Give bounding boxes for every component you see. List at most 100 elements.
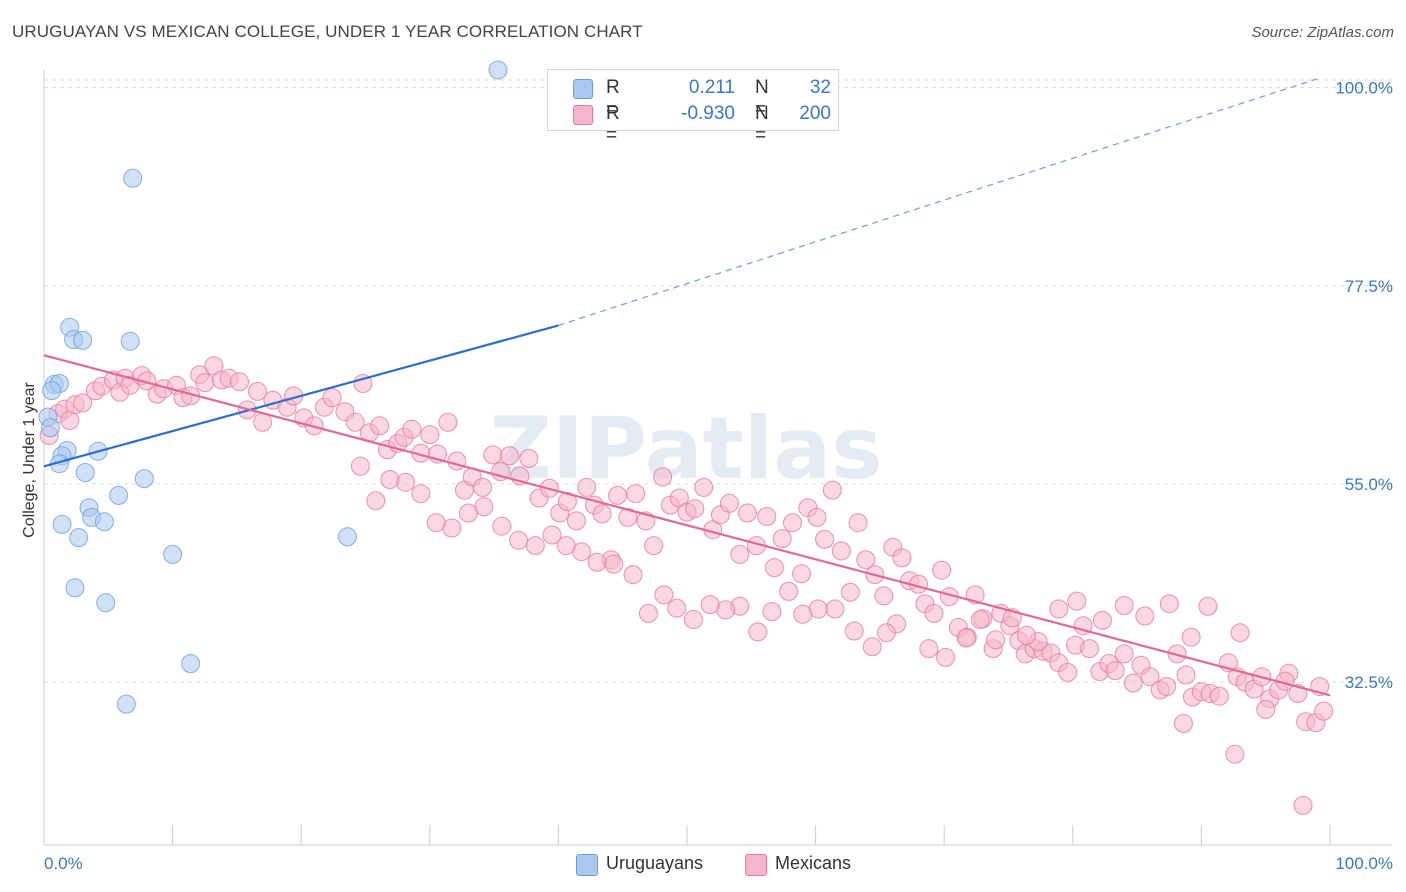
mexican-point <box>772 529 792 548</box>
mexican-point <box>936 647 955 667</box>
mexican-point <box>815 529 835 549</box>
mexican-point <box>618 507 638 527</box>
mexican-point <box>924 603 944 623</box>
mexican-point <box>793 604 813 624</box>
x-tick-label: 0.0% <box>44 854 83 873</box>
mexican-point <box>644 536 664 556</box>
y-tick-label: 32.5% <box>1345 673 1393 692</box>
r-label: R = <box>606 103 620 146</box>
uruguayans-trend-extension <box>558 78 1318 326</box>
mexican-point <box>525 536 545 556</box>
mexican-point <box>458 503 478 523</box>
uruguayan-point <box>181 654 201 674</box>
mexicans-swatch <box>573 105 593 125</box>
mexican-point <box>608 485 628 505</box>
uruguayan-point <box>120 331 140 351</box>
uruguayan-point <box>96 593 116 613</box>
mexican-point <box>1293 795 1313 815</box>
mexican-point <box>556 536 576 556</box>
mexican-point <box>592 504 612 524</box>
mexican-point <box>970 610 990 629</box>
mexican-point <box>322 388 342 408</box>
mexican-point <box>822 480 842 500</box>
n-value: 32 <box>809 77 831 98</box>
trend-lines <box>43 78 1331 697</box>
mexican-point <box>566 511 586 531</box>
uruguayan-point <box>134 469 154 489</box>
tick-labels: 32.5% 55.0% 77.5% 100.0% 0.0% 100.0% <box>44 79 1393 873</box>
mexican-point <box>1256 699 1276 719</box>
r-value: 0.211 <box>688 77 735 98</box>
uruguayans-points <box>38 60 508 714</box>
mexican-point <box>848 513 868 533</box>
mexican-point <box>370 416 390 436</box>
uruguayan-point <box>65 578 85 598</box>
mexican-point <box>492 516 512 536</box>
n-value: 200 <box>799 103 831 124</box>
axes <box>43 70 1392 846</box>
mexican-point <box>1123 673 1143 693</box>
mexican-point <box>667 598 687 618</box>
uruguayan-point <box>338 527 357 547</box>
mexican-point <box>638 603 658 623</box>
mexican-point <box>473 477 492 497</box>
mexican-point <box>757 507 777 526</box>
mexican-point <box>730 544 750 564</box>
uruguayan-point <box>488 60 508 80</box>
mexican-point <box>509 530 528 550</box>
mexican-point <box>748 622 768 642</box>
mexican-point <box>447 451 467 471</box>
mexican-point <box>737 503 757 523</box>
mexican-point <box>762 602 782 622</box>
mexican-point <box>420 425 440 445</box>
mexican-point <box>519 448 539 468</box>
mexican-point <box>1140 667 1160 687</box>
n-label: N = <box>755 103 769 146</box>
uruguayans-trend-line <box>43 324 559 468</box>
mexican-point <box>587 552 607 572</box>
uruguayan-point <box>40 418 60 438</box>
mexican-point <box>807 507 827 527</box>
mexican-point <box>876 623 896 643</box>
mexican-point <box>719 493 739 513</box>
uruguayan-point <box>73 330 93 350</box>
uruguayan-point <box>94 512 114 532</box>
r-value: -0.930 <box>681 103 735 124</box>
uruguayan-point <box>116 694 136 714</box>
mexican-point <box>1114 644 1134 664</box>
mexican-point <box>685 499 705 519</box>
mexican-point <box>956 628 976 648</box>
mexican-point <box>932 560 952 580</box>
chart-title: URUGUAYAN VS MEXICAN COLLEGE, UNDER 1 YE… <box>12 22 643 41</box>
mexican-point <box>253 412 273 432</box>
mexican-point <box>1157 677 1177 696</box>
mexican-point <box>764 558 784 578</box>
mexican-point <box>694 477 714 497</box>
legend-label: Mexicans <box>775 853 852 873</box>
uruguayan-point <box>123 168 143 188</box>
mexican-point <box>862 637 882 657</box>
mexican-point <box>411 484 431 504</box>
mexican-point <box>683 610 703 629</box>
mexican-point <box>345 412 365 432</box>
mexican-point <box>353 374 373 393</box>
y-tick-label: 55.0% <box>1345 475 1393 494</box>
uruguayans-swatch <box>576 854 598 876</box>
mexican-point <box>1080 639 1099 659</box>
mexican-point <box>73 393 93 413</box>
mexican-point <box>1209 686 1229 706</box>
mexican-point <box>700 595 720 615</box>
mexican-point <box>248 381 267 401</box>
mexican-point <box>1105 661 1125 681</box>
y-tick-label: 77.5% <box>1345 277 1393 296</box>
x-tick-label: 100.0% <box>1335 854 1393 873</box>
mexican-point <box>350 456 370 476</box>
n-label: N = <box>755 77 769 120</box>
mexican-point <box>792 564 811 584</box>
mexican-point <box>395 472 415 492</box>
uruguayan-point <box>109 485 129 505</box>
mexican-point <box>195 373 215 393</box>
mexican-point <box>230 372 249 392</box>
mexican-point <box>1067 591 1087 611</box>
